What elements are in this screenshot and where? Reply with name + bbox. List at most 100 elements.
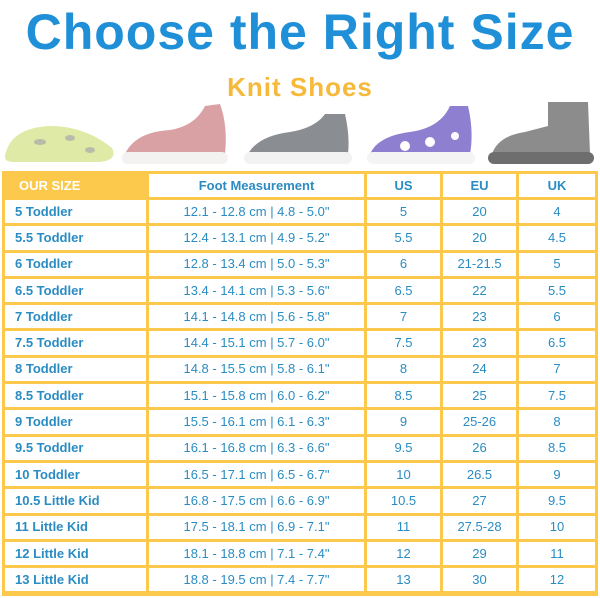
- cell-us: 8.5: [367, 384, 440, 408]
- cell-foot-measurement: 17.5 - 18.1 cm | 6.9 - 7.1": [149, 515, 364, 539]
- table-row: 6.5 Toddler 13.4 - 14.1 cm | 5.3 - 5.6" 6.…: [5, 278, 595, 303]
- header-us: US: [367, 174, 440, 197]
- cell-size: 12 Little Kid: [5, 541, 146, 566]
- cell-us: 13: [367, 568, 440, 592]
- header-uk: UK: [519, 174, 595, 197]
- cell-eu: 22: [443, 278, 516, 303]
- cell-uk: 5: [519, 252, 595, 276]
- table-row: 8 Toddler 14.8 - 15.5 cm | 5.8 - 6.1" 8 24 7: [5, 357, 595, 382]
- cell-eu: 21-21.5: [443, 252, 516, 276]
- cell-us: 10: [367, 462, 440, 487]
- cell-uk: 6.5: [519, 331, 595, 355]
- cell-uk: 11: [519, 541, 595, 566]
- cell-foot-measurement: 16.1 - 16.8 cm | 6.3 - 6.6": [149, 436, 364, 460]
- table-row: 9 Toddler 15.5 - 16.1 cm | 6.1 - 6.3" 9 25-…: [5, 410, 595, 434]
- cell-eu: 27.5-28: [443, 515, 516, 539]
- cell-us: 5: [367, 200, 440, 224]
- cell-eu: 23: [443, 331, 516, 355]
- cell-eu: 23: [443, 305, 516, 329]
- table-row: 11 Little Kid 17.5 - 18.1 cm | 6.9 - 7.1"…: [5, 515, 595, 539]
- header-foot-measurement: Foot Measurement: [149, 174, 364, 197]
- cell-us: 8: [367, 357, 440, 382]
- cell-eu: 24: [443, 357, 516, 382]
- cell-us: 6: [367, 252, 440, 276]
- cell-us: 9.5: [367, 436, 440, 460]
- page-title: Choose the Right Size: [25, 4, 575, 60]
- cell-size: 8 Toddler: [5, 357, 146, 382]
- table-row: 7 Toddler 14.1 - 14.8 cm | 5.6 - 5.8" 7 23 6: [5, 305, 595, 329]
- cell-size: 11 Little Kid: [5, 515, 146, 539]
- shoe-lime-leopard: [4, 126, 114, 162]
- cell-uk: 9.5: [519, 489, 595, 513]
- cell-foot-measurement: 12.4 - 13.1 cm | 4.9 - 5.2": [149, 226, 364, 250]
- cell-size: 9 Toddler: [5, 410, 146, 434]
- cell-foot-measurement: 16.5 - 17.1 cm | 6.5 - 6.7": [149, 462, 364, 487]
- cell-eu: 27: [443, 489, 516, 513]
- cell-us: 12: [367, 541, 440, 566]
- cell-eu: 20: [443, 226, 516, 250]
- cell-eu: 29: [443, 541, 516, 566]
- cell-size: 8.5 Toddler: [5, 384, 146, 408]
- cell-foot-measurement: 18.8 - 19.5 cm | 7.4 - 7.7": [149, 568, 364, 592]
- cell-uk: 7: [519, 357, 595, 382]
- cell-uk: 5.5: [519, 278, 595, 303]
- cell-foot-measurement: 14.1 - 14.8 cm | 5.6 - 5.8": [149, 305, 364, 329]
- cell-size: 7 Toddler: [5, 305, 146, 329]
- cell-size: 5 Toddler: [5, 200, 146, 224]
- cell-foot-measurement: 13.4 - 14.1 cm | 5.3 - 5.6": [149, 278, 364, 303]
- cell-size: 7.5 Toddler: [5, 331, 146, 355]
- cell-uk: 9: [519, 462, 595, 487]
- cell-foot-measurement: 16.8 - 17.5 cm | 6.6 - 6.9": [149, 489, 364, 513]
- page-subtitle: Knit Shoes: [227, 72, 373, 102]
- cell-uk: 12: [519, 568, 595, 592]
- table-row: 8.5 Toddler 15.1 - 15.8 cm | 6.0 - 6.2" 8.…: [5, 384, 595, 408]
- shoe-gray: [244, 114, 352, 164]
- cell-size: 9.5 Toddler: [5, 436, 146, 460]
- shoe-gray-high-top: [488, 102, 594, 164]
- cell-foot-measurement: 15.1 - 15.8 cm | 6.0 - 6.2": [149, 384, 364, 408]
- cell-eu: 25: [443, 384, 516, 408]
- cell-us: 9: [367, 410, 440, 434]
- table-row: 12 Little Kid 18.1 - 18.8 cm | 7.1 - 7.4"…: [5, 541, 595, 566]
- cell-uk: 8.5: [519, 436, 595, 460]
- cell-eu: 30: [443, 568, 516, 592]
- cell-size: 10 Toddler: [5, 462, 146, 487]
- cell-size: 5.5 Toddler: [5, 226, 146, 250]
- cell-size: 13 Little Kid: [5, 568, 146, 592]
- cell-foot-measurement: 18.1 - 18.8 cm | 7.1 - 7.4": [149, 541, 364, 566]
- header-our-size: OUR SIZE: [5, 174, 146, 197]
- table-row: 7.5 Toddler 14.4 - 15.1 cm | 5.7 - 6.0" 7.…: [5, 331, 595, 355]
- shoe-pink: [122, 104, 228, 164]
- cell-foot-measurement: 12.1 - 12.8 cm | 4.8 - 5.0": [149, 200, 364, 224]
- cell-uk: 8: [519, 410, 595, 434]
- table-row: 10 Toddler 16.5 - 17.1 cm | 6.5 - 6.7" 10 2…: [5, 462, 595, 487]
- cell-uk: 4.5: [519, 226, 595, 250]
- cell-size: 6.5 Toddler: [5, 278, 146, 303]
- shoe-images: [4, 102, 594, 164]
- cell-eu: 25-26: [443, 410, 516, 434]
- cell-eu: 20: [443, 200, 516, 224]
- table-row: 13 Little Kid 18.8 - 19.5 cm | 7.4 - 7.7"…: [5, 568, 595, 592]
- cell-us: 6.5: [367, 278, 440, 303]
- cell-uk: 4: [519, 200, 595, 224]
- cell-eu: 26.5: [443, 462, 516, 487]
- cell-us: 7.5: [367, 331, 440, 355]
- cell-size: 6 Toddler: [5, 252, 146, 276]
- cell-uk: 6: [519, 305, 595, 329]
- table-header-row: OUR SIZE Foot Measurement US EU UK: [5, 174, 595, 197]
- table-row: 6 Toddler 12.8 - 13.4 cm | 5.0 - 5.3" 6 21-…: [5, 252, 595, 276]
- table-row: 5.5 Toddler 12.4 - 13.1 cm | 4.9 - 5.2" 5.…: [5, 226, 595, 250]
- cell-foot-measurement: 14.8 - 15.5 cm | 5.8 - 6.1": [149, 357, 364, 382]
- header-eu: EU: [443, 174, 516, 197]
- table-row: 9.5 Toddler 16.1 - 16.8 cm | 6.3 - 6.6" 9.…: [5, 436, 595, 460]
- table-row: 5 Toddler 12.1 - 12.8 cm | 4.8 - 5.0" 5 20 4: [5, 200, 595, 224]
- cell-us: 10.5: [367, 489, 440, 513]
- cell-size: 10.5 Little Kid: [5, 489, 146, 513]
- table-row: 10.5 Little Kid 16.8 - 17.5 cm | 6.6 - 6.…: [5, 489, 595, 513]
- cell-foot-measurement: 14.4 - 15.1 cm | 5.7 - 6.0": [149, 331, 364, 355]
- cell-uk: 7.5: [519, 384, 595, 408]
- cell-us: 11: [367, 515, 440, 539]
- cell-us: 7: [367, 305, 440, 329]
- cell-foot-measurement: 12.8 - 13.4 cm | 5.0 - 5.3": [149, 252, 364, 276]
- shoe-purple-daisy: [367, 106, 475, 164]
